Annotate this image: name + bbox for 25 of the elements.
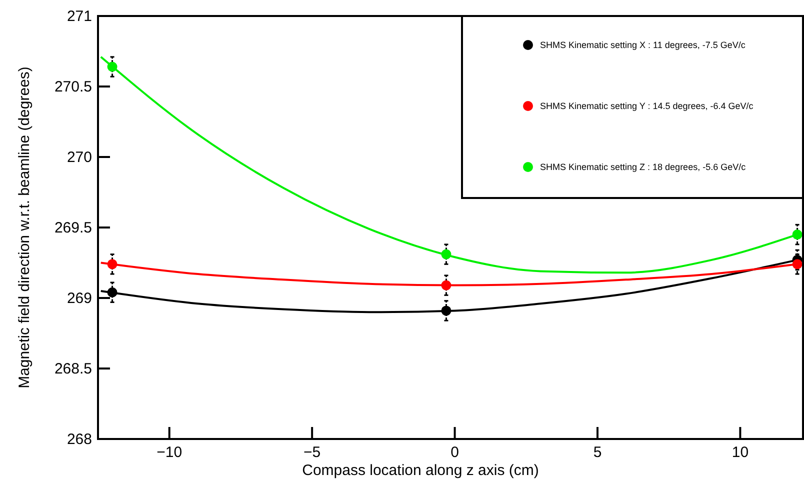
y-tick-label: 268 <box>66 431 92 448</box>
point <box>107 62 118 72</box>
point <box>441 280 452 290</box>
y-axis-title: Magnetic field direction w.r.t. beamline (degrees) <box>16 66 33 388</box>
x-tick-label: −5 <box>304 444 321 461</box>
point <box>792 259 802 270</box>
point <box>792 230 802 240</box>
y-tick-label: 270 <box>66 149 92 166</box>
point <box>441 249 452 260</box>
y-tick-label: 268.5 <box>54 360 92 378</box>
legend-label: SHMS Kinematic setting X : 11 degrees, -7.5 GeV/c <box>540 40 746 50</box>
legend-label: SHMS Kinematic setting Z : 18 degrees, -5.6 GeV/c <box>540 162 746 172</box>
legend-label: SHMS Kinematic setting Y : 14.5 degrees, -6.4 GeV/c <box>540 101 754 111</box>
point <box>441 306 452 316</box>
y-tick-label: 271 <box>66 8 92 25</box>
y-tick-label: 269 <box>66 290 92 307</box>
point <box>107 259 118 270</box>
y-tick-label: 269.5 <box>54 220 92 236</box>
x-tick-label: 0 <box>450 444 459 461</box>
x-tick-label: −10 <box>156 444 182 461</box>
point <box>107 287 118 298</box>
x-tick-label: 5 <box>593 444 602 461</box>
y-tick-label: 270.5 <box>54 78 92 96</box>
x-tick-label: 10 <box>732 444 749 461</box>
x-axis-title: Compass location along z axis (cm) <box>302 462 539 479</box>
